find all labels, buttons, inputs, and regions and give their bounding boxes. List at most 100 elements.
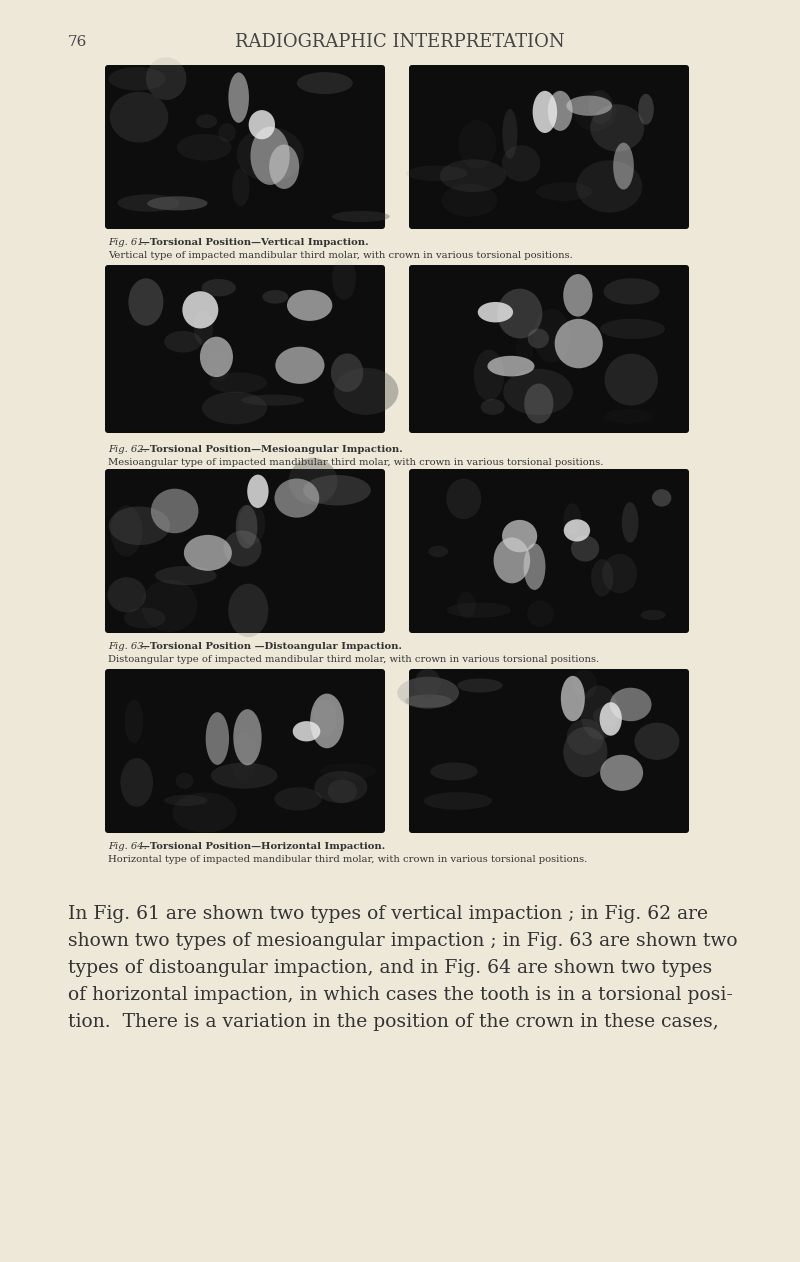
FancyBboxPatch shape <box>409 669 689 833</box>
Ellipse shape <box>334 367 398 415</box>
Ellipse shape <box>458 120 496 169</box>
Ellipse shape <box>206 712 229 765</box>
Ellipse shape <box>502 145 541 182</box>
Text: Fig. 61.: Fig. 61. <box>108 239 146 247</box>
Ellipse shape <box>430 762 478 780</box>
Ellipse shape <box>603 278 659 304</box>
Ellipse shape <box>218 124 236 141</box>
Ellipse shape <box>528 328 549 348</box>
Ellipse shape <box>600 319 665 339</box>
Ellipse shape <box>548 91 573 131</box>
Text: —Torsional Position—Mesioangular Impaction.: —Torsional Position—Mesioangular Impacti… <box>139 445 402 454</box>
Ellipse shape <box>494 538 530 583</box>
Ellipse shape <box>428 545 448 557</box>
Ellipse shape <box>110 92 168 143</box>
FancyBboxPatch shape <box>105 66 385 228</box>
Ellipse shape <box>478 302 513 322</box>
Ellipse shape <box>224 530 262 567</box>
Text: Fig. 64.: Fig. 64. <box>108 842 146 851</box>
Ellipse shape <box>332 257 356 300</box>
Ellipse shape <box>502 520 537 553</box>
Ellipse shape <box>107 577 146 612</box>
Ellipse shape <box>457 592 476 618</box>
Ellipse shape <box>172 793 237 833</box>
Text: types of distoangular impaction, and in Fig. 64 are shown two types: types of distoangular impaction, and in … <box>68 959 712 977</box>
Ellipse shape <box>497 289 542 338</box>
Ellipse shape <box>600 755 643 791</box>
Ellipse shape <box>238 504 266 545</box>
Ellipse shape <box>563 274 593 317</box>
Ellipse shape <box>118 194 179 212</box>
Text: In Fig. 61 are shown two types of vertical impaction ; in Fig. 62 are: In Fig. 61 are shown two types of vertic… <box>68 905 708 923</box>
Ellipse shape <box>622 502 638 543</box>
Ellipse shape <box>129 279 163 326</box>
FancyBboxPatch shape <box>409 469 689 634</box>
FancyBboxPatch shape <box>409 66 689 228</box>
Ellipse shape <box>563 504 582 535</box>
Ellipse shape <box>424 793 492 810</box>
Ellipse shape <box>202 279 236 297</box>
Ellipse shape <box>328 780 357 803</box>
Ellipse shape <box>574 91 616 131</box>
Ellipse shape <box>210 372 267 394</box>
Ellipse shape <box>516 336 533 366</box>
Ellipse shape <box>481 399 505 415</box>
Ellipse shape <box>200 337 233 377</box>
Ellipse shape <box>269 145 299 189</box>
Ellipse shape <box>573 670 597 699</box>
Text: Vertical type of impacted mandibular third molar, with crown in various torsiona: Vertical type of impacted mandibular thi… <box>108 251 573 260</box>
Ellipse shape <box>121 758 153 806</box>
Ellipse shape <box>414 669 441 698</box>
Text: tion.  There is a variation in the position of the crown in these cases,: tion. There is a variation in the positi… <box>68 1013 718 1031</box>
Ellipse shape <box>442 184 498 217</box>
Ellipse shape <box>142 579 198 632</box>
Ellipse shape <box>146 57 186 100</box>
Ellipse shape <box>177 134 231 160</box>
Text: Fig. 62.: Fig. 62. <box>108 445 146 454</box>
Ellipse shape <box>591 559 614 597</box>
Ellipse shape <box>194 310 213 346</box>
Ellipse shape <box>125 699 143 743</box>
Ellipse shape <box>604 409 653 424</box>
Ellipse shape <box>593 705 622 727</box>
Ellipse shape <box>147 197 207 211</box>
Ellipse shape <box>234 709 262 765</box>
Ellipse shape <box>164 795 207 806</box>
Ellipse shape <box>536 182 592 201</box>
Ellipse shape <box>634 723 679 760</box>
Ellipse shape <box>228 583 268 637</box>
Ellipse shape <box>297 72 353 95</box>
Ellipse shape <box>202 391 267 424</box>
Text: Fig. 63.: Fig. 63. <box>108 642 146 651</box>
Ellipse shape <box>310 694 344 748</box>
Ellipse shape <box>232 168 250 206</box>
Ellipse shape <box>176 772 194 789</box>
Ellipse shape <box>109 67 166 91</box>
Ellipse shape <box>440 159 506 192</box>
FancyBboxPatch shape <box>105 265 385 433</box>
Text: —Torsional Position—Horizontal Impaction.: —Torsional Position—Horizontal Impaction… <box>139 842 385 851</box>
Ellipse shape <box>523 544 546 589</box>
Ellipse shape <box>236 505 258 549</box>
Ellipse shape <box>563 727 607 777</box>
Text: —Torsional Position —Distoangular Impaction.: —Torsional Position —Distoangular Impact… <box>139 642 402 651</box>
Ellipse shape <box>638 93 654 125</box>
Ellipse shape <box>206 352 231 381</box>
Ellipse shape <box>576 160 642 212</box>
Ellipse shape <box>247 475 269 509</box>
Ellipse shape <box>155 565 217 586</box>
Ellipse shape <box>613 143 634 189</box>
Ellipse shape <box>262 290 288 304</box>
Ellipse shape <box>110 505 142 557</box>
Ellipse shape <box>182 292 218 328</box>
Text: Horizontal type of impacted mandibular third molar, with crown in various torsio: Horizontal type of impacted mandibular t… <box>108 854 587 864</box>
Ellipse shape <box>164 331 202 352</box>
Text: 76: 76 <box>68 35 87 49</box>
Ellipse shape <box>398 676 459 709</box>
Ellipse shape <box>109 506 170 545</box>
Text: RADIOGRAPHIC INTERPRETATION: RADIOGRAPHIC INTERPRETATION <box>235 33 565 50</box>
Ellipse shape <box>124 607 166 628</box>
Ellipse shape <box>581 685 618 740</box>
Ellipse shape <box>566 96 612 116</box>
Ellipse shape <box>406 165 468 182</box>
